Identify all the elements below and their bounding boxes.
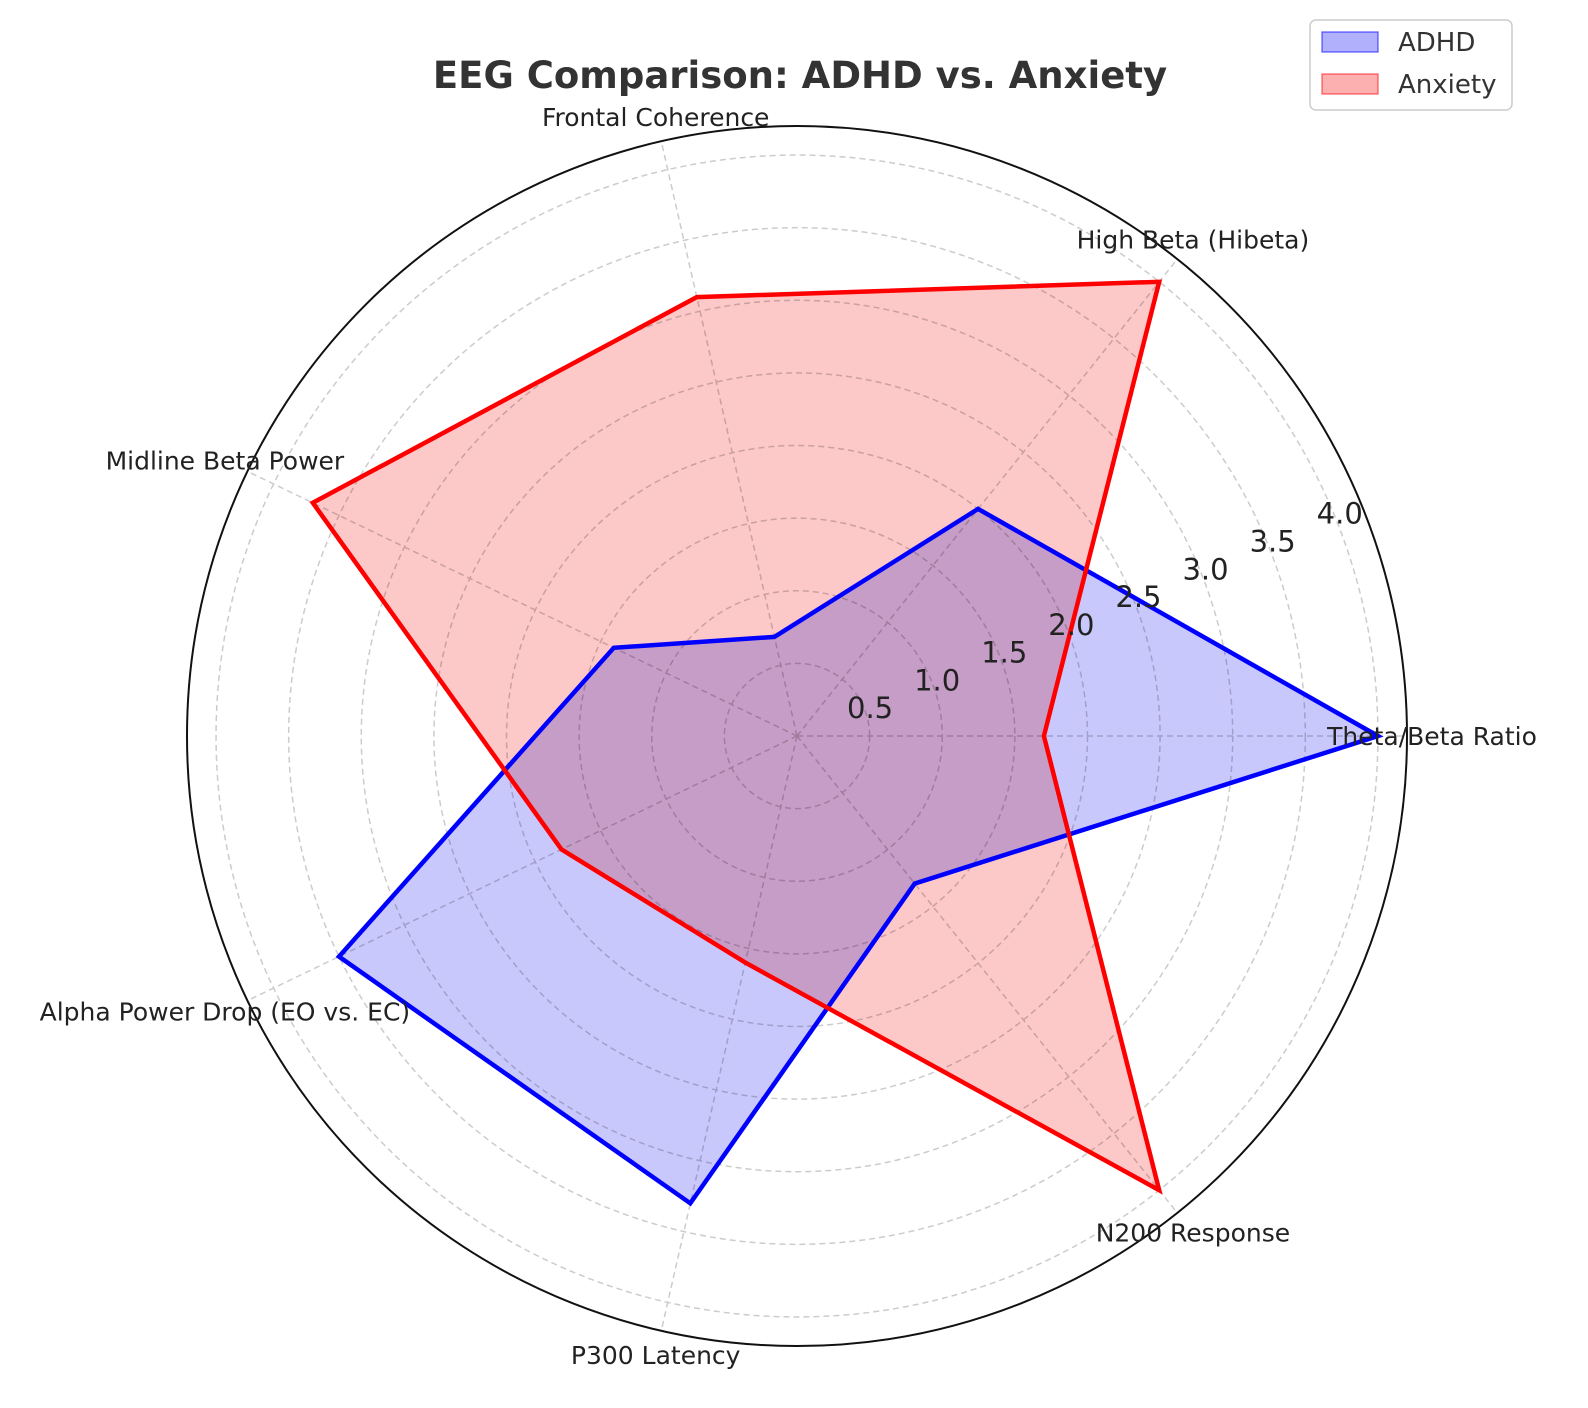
category-labels: Theta/Beta Ratio High Beta (Hibeta) Fronta… <box>40 103 1537 1370</box>
series-area-anxiety <box>312 281 1160 1191</box>
legend-swatch-anxiety <box>1321 73 1379 95</box>
chart-title: EEG Comparison: ADHD vs. Anxiety <box>433 54 1167 97</box>
radial-tick-label: 4.0 <box>1317 497 1363 531</box>
category-label: P300 Latency <box>571 1341 741 1370</box>
radial-tick-label: 3.0 <box>1182 552 1228 586</box>
radial-tick-label: 3.5 <box>1250 524 1296 558</box>
series-line-anxiety <box>309 279 1163 1195</box>
category-label: N200 Response <box>1096 1218 1290 1247</box>
legend-label-adhd: ADHD <box>1398 28 1475 58</box>
legend-swatch-adhd <box>1321 31 1379 53</box>
legend-label-anxiety: Anxiety <box>1398 70 1496 100</box>
radial-tick-label: 0.5 <box>847 691 893 725</box>
series-line-adhd <box>335 506 1384 1207</box>
radial-tick-label: 2.0 <box>1048 608 1094 642</box>
series-layer <box>309 279 1384 1207</box>
radial-tick-label: 1.5 <box>981 636 1027 670</box>
radial-tick-labels: 0.5 1.0 1.5 2.0 2.5 3.0 3.5 4.0 <box>847 497 1363 726</box>
outer-frame <box>186 125 1408 1347</box>
category-label: High Beta (Hibeta) <box>1077 226 1310 255</box>
category-label: Frontal Coherence <box>542 103 770 132</box>
radial-tick-label: 2.5 <box>1115 580 1161 614</box>
category-label: Theta/Beta Ratio <box>1326 722 1537 751</box>
category-label: Midline Beta Power <box>106 446 345 475</box>
legend: ADHD Anxiety <box>1309 19 1513 111</box>
radial-tick-label: 1.0 <box>914 663 960 697</box>
category-label: Alpha Power Drop (EO vs. EC) <box>40 998 411 1027</box>
